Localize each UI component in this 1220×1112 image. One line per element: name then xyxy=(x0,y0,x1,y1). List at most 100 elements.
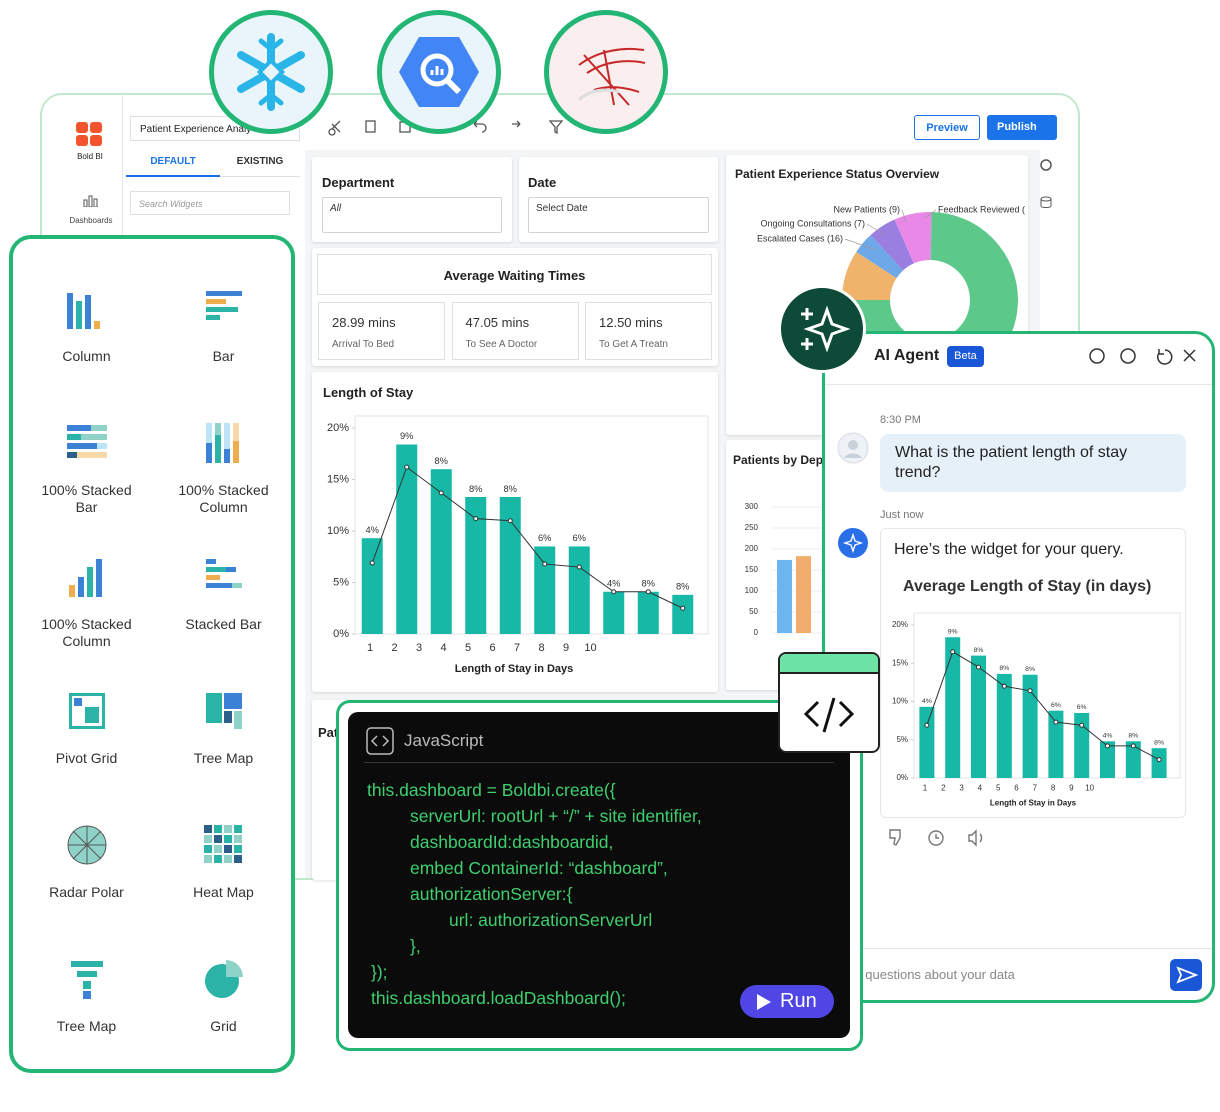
x-tick-label: 6 xyxy=(489,642,495,654)
data-label: 9% xyxy=(400,431,414,441)
chart-title: Pati xyxy=(318,725,342,740)
preview-button[interactable]: Preview xyxy=(914,115,980,140)
icon-part xyxy=(233,845,242,853)
widget-item[interactable]: Pivot Grid xyxy=(18,689,155,823)
ai-header-icons[interactable] xyxy=(1085,345,1200,367)
icon-part xyxy=(75,301,82,329)
filter-label: Date xyxy=(528,175,557,190)
send-button[interactable] xyxy=(1170,959,1202,991)
embed-glyph xyxy=(803,697,855,733)
x-tick-label: 1 xyxy=(367,642,373,654)
leader-line xyxy=(901,209,907,223)
widget-item[interactable]: 100% Stacked Bar xyxy=(18,421,155,555)
widget-item[interactable]: Grid xyxy=(155,957,292,1091)
widget-item[interactable]: Bar xyxy=(155,287,292,421)
feedback-icons[interactable] xyxy=(885,826,995,850)
code-panel xyxy=(348,712,850,1038)
run-label[interactable]: Run xyxy=(780,990,817,1012)
nav-label[interactable]: Dashboards xyxy=(69,216,113,225)
code-line: this.dashboard = Boldbi.create({ xyxy=(367,780,616,800)
x-axis-title: Length of Stay in Days xyxy=(990,799,1077,808)
leader-line xyxy=(844,238,877,251)
icon-part xyxy=(82,981,91,989)
trend-point xyxy=(1130,743,1136,749)
icon-part xyxy=(82,991,91,999)
y-tick-label: 15% xyxy=(327,473,349,485)
widget-item[interactable]: Stacked Bar xyxy=(155,555,292,689)
tab[interactable]: DEFAULT xyxy=(126,150,220,177)
widget-item[interactable]: 100% Stacked Column xyxy=(155,421,292,555)
y-tick-label: 0 xyxy=(754,628,759,637)
icon-part xyxy=(205,567,226,572)
data-label: 6% xyxy=(538,533,552,543)
y-tick-label: 10% xyxy=(892,697,908,706)
widget-label: 100% Stacked Bar xyxy=(41,482,132,515)
data-label: 9% xyxy=(948,628,958,635)
widget-panel xyxy=(9,235,295,1073)
icon-part xyxy=(205,575,220,580)
dashboard-name-input[interactable]: Patient Experience Analy xyxy=(130,116,300,141)
y-tick-label: 15% xyxy=(892,658,908,667)
icon-part xyxy=(223,845,232,853)
x-tick-label: 4 xyxy=(440,642,446,654)
y-tick-label: 10% xyxy=(327,525,349,537)
bar xyxy=(1022,674,1038,778)
icon-part xyxy=(214,435,221,463)
tab[interactable]: EXISTING xyxy=(220,150,300,177)
publish-label[interactable]: Publish xyxy=(997,121,1037,133)
play-icon[interactable] xyxy=(756,993,772,1011)
bar xyxy=(603,591,625,634)
y-tick-label: 5% xyxy=(333,576,349,588)
widget-icon xyxy=(205,559,242,588)
stat-value: 12.50 mins xyxy=(599,315,663,330)
widget-item[interactable]: Heat Map xyxy=(155,823,292,957)
widget-label: Radar Polar xyxy=(49,884,124,900)
code-line: serverUrl: rootUrl + “/” + site identifi… xyxy=(410,806,702,826)
icon-part xyxy=(66,452,77,458)
side-icons[interactable] xyxy=(1036,155,1056,215)
code-line: url: authorizationServerUrl xyxy=(449,910,653,930)
x-axis-title: Length of Stay in Days xyxy=(455,663,574,675)
trend-point xyxy=(1079,722,1085,728)
x-tick-label: 7 xyxy=(514,642,520,654)
x-tick-label: 8 xyxy=(1051,784,1056,793)
data-label: 8% xyxy=(676,582,690,592)
icon-part xyxy=(66,293,73,329)
trend-point xyxy=(1156,757,1162,763)
icon-part xyxy=(67,826,106,864)
code-line: authorizationServer:{ xyxy=(410,884,573,904)
beta-badge: Beta xyxy=(947,346,984,367)
code-line: this.dashboard.loadDashboard(); xyxy=(371,988,626,1008)
x-tick-label: 6 xyxy=(1014,784,1019,793)
icon-part xyxy=(77,577,84,597)
search-input[interactable]: Search Widgets xyxy=(130,191,290,215)
plot-frame xyxy=(354,415,709,635)
widget-item[interactable]: Tree Map xyxy=(18,957,155,1091)
snowflake-icon xyxy=(237,33,305,111)
filter-select[interactable]: All xyxy=(322,197,502,233)
filter-select[interactable]: Select Date xyxy=(528,197,709,233)
icon-part xyxy=(213,855,222,863)
trend-point xyxy=(507,518,513,524)
icon-part xyxy=(203,835,212,843)
widget-item[interactable]: 100% Stacked Column xyxy=(18,555,155,689)
publish-button[interactable]: Publish xyxy=(987,115,1057,140)
widget-item[interactable]: Radar Polar xyxy=(18,823,155,957)
bar xyxy=(1074,712,1090,778)
icon-part xyxy=(80,434,107,440)
x-tick-label: 3 xyxy=(416,642,422,654)
widget-item[interactable]: Column xyxy=(18,287,155,421)
pie-slice xyxy=(894,212,932,264)
chart: 0 50 100 150 200 250 300 xyxy=(745,502,825,637)
chat-input[interactable]: Ask questions about your data xyxy=(840,967,1015,982)
icon-part xyxy=(84,707,99,723)
data-label: 4% xyxy=(922,698,932,705)
icon-part xyxy=(205,299,226,304)
trend-point xyxy=(438,490,444,496)
trend-point xyxy=(611,589,617,595)
widget-item[interactable]: Tree Map xyxy=(155,689,292,823)
stat-label: To Get A Treatn xyxy=(599,339,668,350)
run-button[interactable]: Run xyxy=(740,985,834,1018)
data-label: 8% xyxy=(434,456,448,466)
nav-icon[interactable] xyxy=(83,195,99,207)
